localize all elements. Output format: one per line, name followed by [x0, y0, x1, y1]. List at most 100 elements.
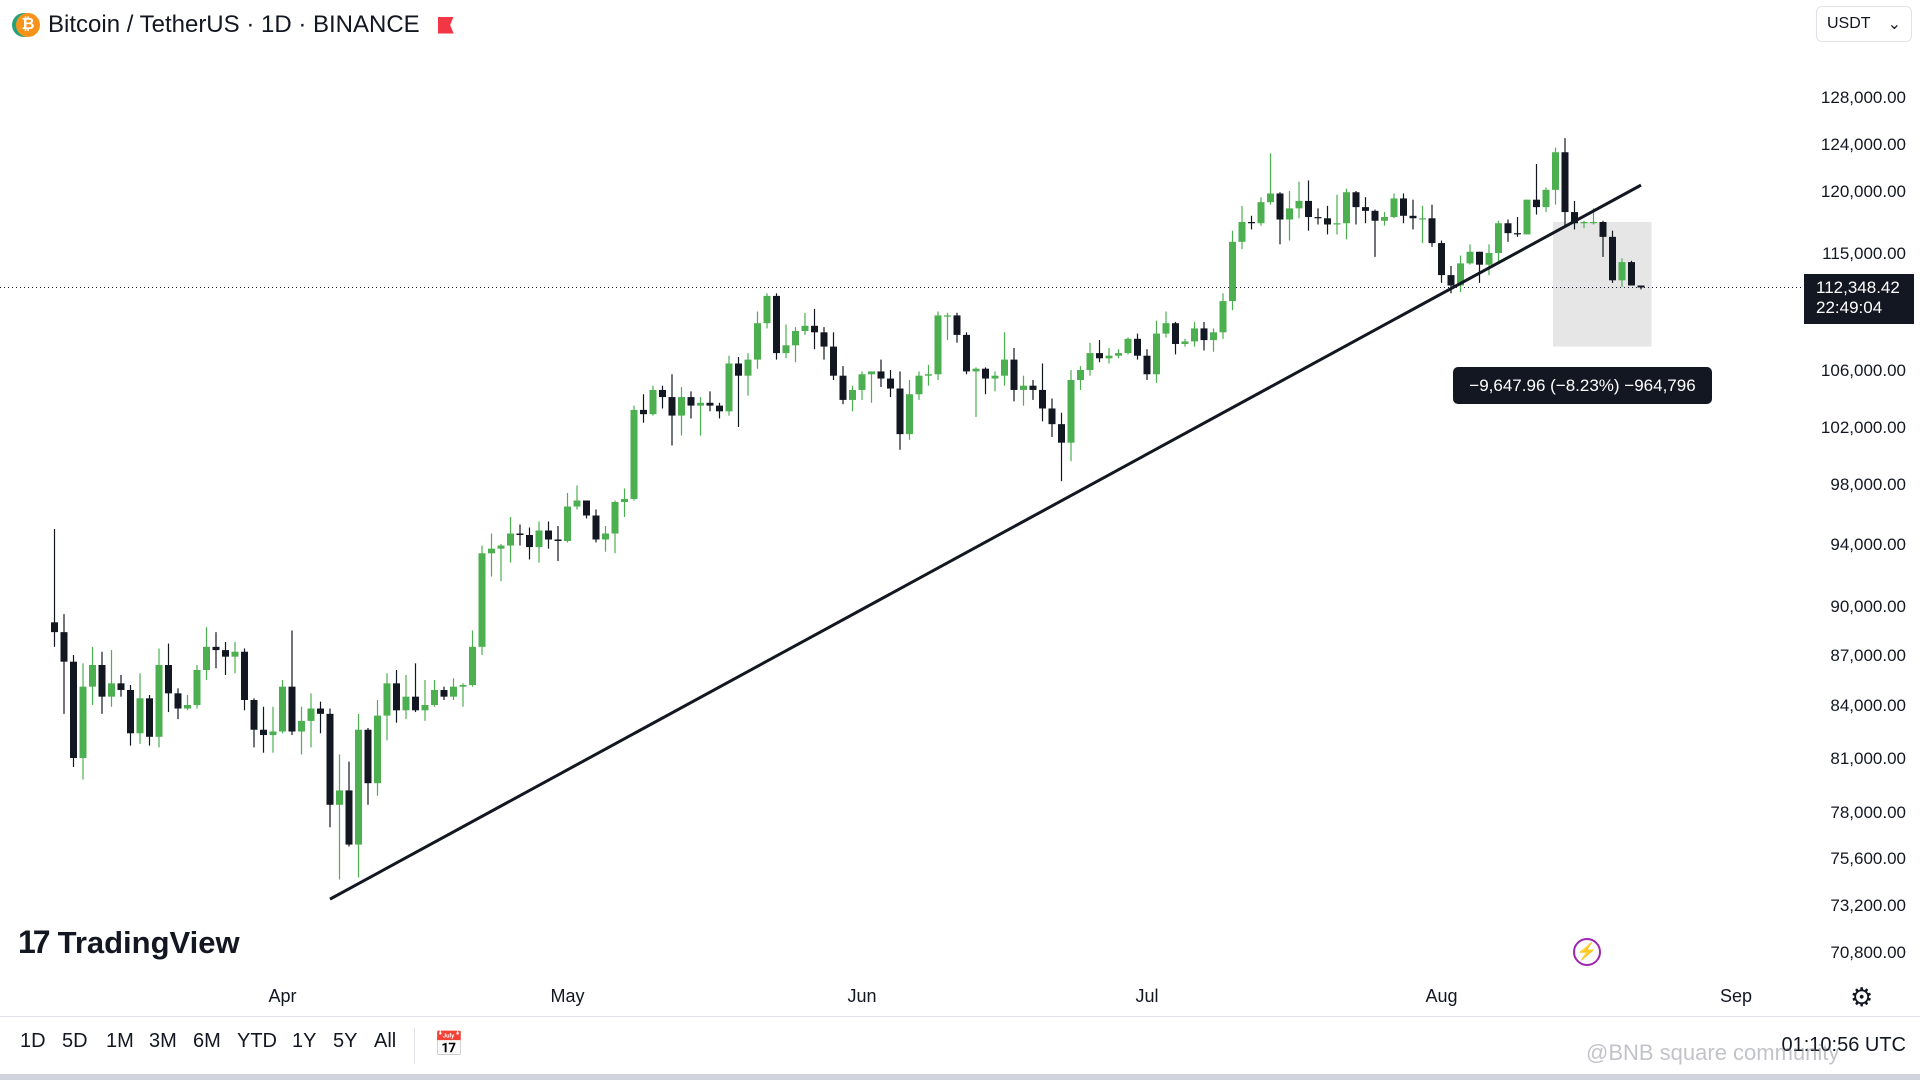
symbol-header[interactable]: ₿ Bitcoin / TetherUS · 1D · BINANCE [10, 8, 454, 42]
candle-body [1143, 355, 1151, 375]
candle-body [906, 394, 913, 435]
y-tick-label: 128,000.00 [1821, 88, 1906, 107]
timeframe-6m-button[interactable]: 6M [193, 1030, 221, 1052]
candle-body [735, 363, 742, 376]
candle-body [573, 500, 581, 507]
candle-body [1495, 223, 1502, 253]
candle-body [440, 690, 448, 697]
candle-body [545, 530, 552, 540]
y-tick-label: 70,800.00 [1830, 943, 1906, 962]
candle-body [858, 374, 866, 390]
y-tick-label: 102,000.00 [1821, 418, 1906, 437]
candle-body [963, 334, 970, 372]
candle-body [1457, 263, 1464, 286]
candle-body [497, 545, 505, 549]
y-tick-label: 87,000.00 [1830, 646, 1906, 665]
candle-body [250, 700, 258, 730]
tradingview-wordmark: TradingView [57, 924, 240, 960]
candle-body [117, 683, 125, 690]
candle-body [1219, 301, 1227, 333]
candle-body [801, 325, 809, 331]
timeframe-all-button[interactable]: All [374, 1030, 397, 1052]
timeframe-3m-button[interactable]: 3M [149, 1030, 177, 1052]
candle-body [326, 713, 334, 805]
timeframe-1m-button[interactable]: 1M [106, 1030, 134, 1052]
candle-body [782, 345, 790, 354]
candle-body [1333, 223, 1341, 225]
bottom-toolbar [0, 1016, 1920, 1076]
candle-body [754, 323, 761, 360]
y-tick-label: 84,000.00 [1830, 696, 1906, 715]
candle-body [1248, 222, 1255, 224]
red-flag-icon[interactable] [437, 16, 454, 34]
candle-body [592, 515, 600, 540]
candle-body [621, 499, 628, 502]
candle-body [402, 696, 410, 711]
candle-body [535, 530, 543, 548]
candle-body [1599, 222, 1607, 237]
candle-body [241, 651, 248, 700]
candle-body [991, 375, 999, 379]
utc-clock[interactable]: 01:10:56 UTC [1781, 1034, 1906, 1056]
candle-body [345, 790, 353, 845]
tradingview-logo[interactable]: 17 TradingView [18, 924, 240, 961]
symbol-title[interactable]: Bitcoin / TetherUS · 1D · BINANCE [48, 11, 420, 38]
timeframe-1d-button[interactable]: 1D [20, 1030, 46, 1052]
candle-body [944, 315, 951, 317]
candle-body [1552, 152, 1559, 190]
candle-body [364, 729, 372, 784]
candle-body [507, 533, 514, 546]
candle-body [79, 686, 87, 758]
price-chart[interactable]: 128,000.00 124,000.00 120,000.00 115,000.00… [0, 0, 1920, 1016]
candle-body [1533, 199, 1540, 208]
calendar-range-icon[interactable]: 📅 [434, 1031, 464, 1058]
candle-body [1371, 210, 1379, 221]
candle-body [1048, 408, 1056, 425]
candle-body [820, 332, 828, 347]
candle-body [1153, 333, 1160, 375]
candle-body [108, 683, 115, 697]
lightning-icon[interactable]: ⚡ [1573, 938, 1601, 966]
candle-body [1124, 338, 1132, 354]
candle-body [1314, 217, 1322, 219]
candle-body [1039, 389, 1046, 409]
candle-body [1077, 370, 1084, 380]
toolbar-divider [414, 1028, 415, 1064]
y-tick-label: 75,600.00 [1830, 849, 1906, 868]
candle-body [165, 665, 172, 694]
timeframe-1y-button[interactable]: 1Y [292, 1030, 317, 1052]
candle-body [1276, 193, 1284, 220]
timeframe-ytd-button[interactable]: YTD [237, 1030, 277, 1052]
candle-body [1105, 355, 1113, 359]
candle-body [1172, 323, 1179, 344]
currency-select[interactable]: USDT ⌄ [1816, 6, 1912, 42]
candle-body [706, 402, 714, 406]
x-tick-label: Aug [1425, 986, 1457, 1006]
candle-body [716, 405, 723, 412]
candle-body [1390, 198, 1398, 218]
currency-value: USDT [1827, 15, 1871, 32]
candle-body [725, 363, 733, 412]
timeframe-5d-button[interactable]: 5D [62, 1030, 88, 1052]
candle-body [972, 368, 980, 372]
candle-body [934, 315, 942, 375]
measure-box [1553, 222, 1652, 347]
candle-body [630, 409, 638, 499]
timeframe-5y-button[interactable]: 5Y [333, 1030, 358, 1052]
candle-body [877, 371, 885, 379]
y-tick-label: 120,000.00 [1821, 182, 1906, 201]
candle-body [136, 698, 144, 734]
candle-body [174, 693, 182, 709]
candle-body [469, 646, 476, 685]
candle-body [98, 665, 106, 697]
candle-body [1466, 251, 1474, 264]
candle-body [1134, 338, 1141, 356]
candle-body [1305, 200, 1312, 218]
candle-body [516, 533, 524, 535]
candle-body [1029, 385, 1037, 390]
candle-body [659, 389, 666, 398]
candle-body [640, 409, 647, 415]
candle-body [70, 661, 77, 758]
settings-icon[interactable]: ⚙ [1850, 982, 1874, 1012]
candle-body [1058, 424, 1065, 443]
